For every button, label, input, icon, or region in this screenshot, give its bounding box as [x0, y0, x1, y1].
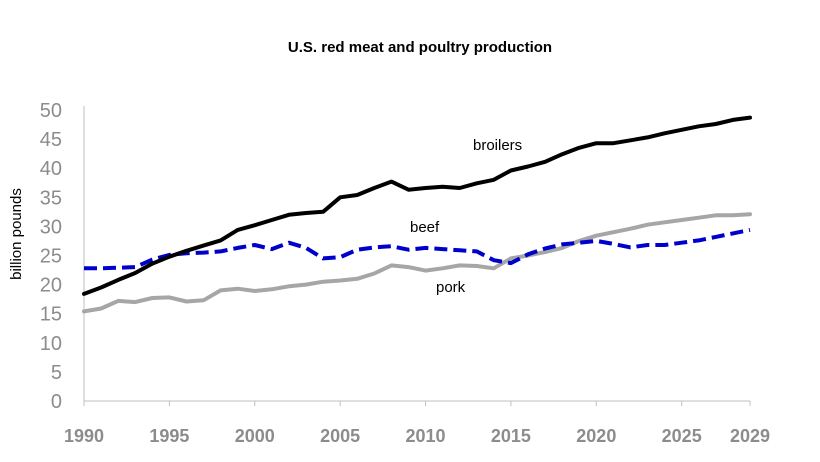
y-tick-label: 45: [40, 129, 62, 151]
y-tick-label: 10: [40, 333, 62, 355]
y-tick-label: 5: [51, 362, 62, 384]
x-tick-label: 2015: [491, 426, 531, 446]
series-label-pork: pork: [436, 279, 466, 296]
axes: [83, 106, 751, 406]
x-tick-label: 2005: [320, 426, 360, 446]
x-tick-label: 2020: [576, 426, 616, 446]
series-line-pork: [82, 212, 752, 314]
x-tick-label: 2025: [662, 426, 702, 446]
chart-title: U.S. red meat and poultry production: [288, 39, 552, 56]
y-tick-label: 30: [40, 216, 62, 238]
y-tick-label: 15: [40, 304, 62, 326]
y-axis-label: billion pounds: [8, 188, 25, 280]
x-tick-label: 2000: [235, 426, 275, 446]
y-tick-labels: 0 5 10 15 20 25 30 35 40 45 50: [40, 100, 62, 413]
series-line-broilers: [82, 115, 752, 296]
y-tick-label: 25: [40, 246, 62, 268]
x-tick-label: 1990: [64, 426, 104, 446]
x-tick-label: 2010: [406, 426, 446, 446]
x-tick-label: 1995: [149, 426, 189, 446]
series-lines: [82, 115, 752, 314]
series-labels: broilers beef pork: [410, 137, 522, 296]
x-tick-labels: 1990 1995 2000 2005 2010 2015 2020 2025 2029: [64, 426, 770, 446]
y-tick-label: 40: [40, 158, 62, 180]
y-tick-label: 20: [40, 275, 62, 297]
series-line-beef: [84, 227, 751, 271]
y-tick-label: 0: [51, 391, 62, 413]
x-tick-label: 2029: [730, 426, 770, 446]
series-label-beef: beef: [410, 219, 440, 236]
y-tick-label: 50: [40, 100, 62, 122]
y-tick-label: 35: [40, 187, 62, 209]
series-label-broilers: broilers: [473, 137, 522, 154]
